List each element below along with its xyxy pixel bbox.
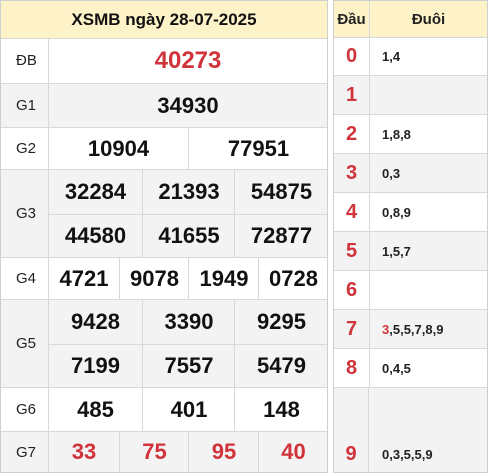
loto-duoi: 1,4 bbox=[382, 48, 401, 64]
special-prize-number: 40273 bbox=[154, 46, 222, 74]
prize-number: 21393 bbox=[142, 170, 235, 214]
prize-number: 41655 bbox=[142, 214, 235, 258]
loto-duoi: 1,5,7 bbox=[382, 243, 411, 259]
prize-subrow: 7199 7557 5479 bbox=[49, 344, 327, 388]
loto-dau: 2 bbox=[334, 115, 370, 153]
prize-label: ĐB bbox=[1, 38, 49, 83]
prize-row-g6: G6 485 401 148 bbox=[1, 388, 327, 432]
loto-duoi: 3,5,5,7,8,9 bbox=[382, 321, 444, 337]
loto-duoi: 1,8,8 bbox=[382, 126, 411, 142]
prize-number: 40 bbox=[258, 432, 328, 472]
header-duoi: Đuôi bbox=[411, 10, 446, 28]
loto-dau: 0 bbox=[334, 37, 370, 75]
prize-number: 9078 bbox=[119, 258, 189, 299]
prize-number: 401 bbox=[142, 388, 235, 431]
prize-number: 7199 bbox=[71, 353, 120, 378]
prize-number: 7557 bbox=[142, 344, 235, 388]
prize-number: 77951 bbox=[188, 128, 328, 169]
prize-label: G6 bbox=[1, 388, 49, 431]
loto-row: 8 0,4,5 bbox=[334, 349, 487, 388]
loto-row: 0 1,4 bbox=[334, 37, 487, 76]
prize-row-g3: G3 32284 21393 54875 44580 41655 72877 bbox=[1, 170, 327, 258]
prize-number: 34930 bbox=[157, 92, 219, 118]
loto-dau: 5 bbox=[334, 232, 370, 270]
loto-row: 1 bbox=[334, 76, 487, 115]
prize-number: 4721 bbox=[59, 265, 109, 291]
loto-dau: 9 bbox=[334, 388, 369, 472]
prize-label: G4 bbox=[1, 258, 49, 299]
loto-row: 3 0,3 bbox=[334, 154, 487, 193]
loto-dau: 3 bbox=[334, 154, 370, 192]
prize-label: G5 bbox=[1, 300, 49, 387]
results-title: XSMB ngày 28-07-2025 bbox=[1, 1, 327, 39]
prize-row-g4: G4 4721 9078 1949 0728 bbox=[1, 258, 327, 300]
prize-number: 33 bbox=[71, 439, 97, 464]
loto-dau: 6 bbox=[334, 271, 370, 309]
prize-number: 10904 bbox=[87, 135, 150, 161]
prize-number: 1949 bbox=[188, 258, 259, 299]
prize-number: 95 bbox=[188, 432, 259, 472]
loto-row: 7 3,5,5,7,8,9 bbox=[334, 310, 487, 349]
prize-number: 148 bbox=[234, 388, 328, 431]
prize-label: G1 bbox=[1, 84, 49, 127]
loto-row: 9 0,3,5,5,9 bbox=[334, 388, 487, 472]
prize-label: G3 bbox=[1, 170, 49, 257]
loto-row: 6 bbox=[334, 271, 487, 310]
loto-duoi: 0,4,5 bbox=[382, 360, 411, 376]
loto-dau: 7 bbox=[334, 310, 370, 348]
prize-subrow: 32284 21393 54875 bbox=[49, 170, 327, 215]
prize-row-g1: G1 34930 bbox=[1, 84, 327, 128]
prize-table: XSMB ngày 28-07-2025 ĐB 40273 G1 34930 G… bbox=[0, 0, 328, 473]
prize-number: 485 bbox=[77, 396, 114, 422]
prize-number: 3390 bbox=[142, 300, 235, 344]
loto-dau: 1 bbox=[334, 76, 370, 114]
loto-dau: 4 bbox=[334, 193, 370, 231]
loto-row: 5 1,5,7 bbox=[334, 232, 487, 271]
loto-head-tail-table: Đầu Đuôi 0 1,4 1 2 1,8,8 3 0,3 4 0,8,9 5… bbox=[333, 0, 488, 473]
loto-dau: 8 bbox=[334, 349, 370, 387]
prize-row-g7: G7 33 75 95 40 bbox=[1, 432, 327, 472]
prize-row-g5: G5 9428 3390 9295 7199 7557 5479 bbox=[1, 300, 327, 388]
prize-subrow: 9428 3390 9295 bbox=[49, 300, 327, 345]
prize-number: 5479 bbox=[234, 344, 328, 388]
header-dau: Đầu bbox=[334, 1, 370, 37]
prize-label: G7 bbox=[1, 432, 49, 472]
prize-label: G2 bbox=[1, 128, 49, 169]
prize-number: 54875 bbox=[234, 170, 328, 214]
prize-number: 0728 bbox=[258, 258, 328, 299]
loto-row: 4 0,8,9 bbox=[334, 193, 487, 232]
prize-number: 9295 bbox=[234, 300, 328, 344]
prize-number: 32284 bbox=[64, 179, 127, 204]
loto-row: 2 1,8,8 bbox=[334, 115, 487, 154]
prize-subrow: 44580 41655 72877 bbox=[49, 214, 327, 258]
prize-row-db: ĐB 40273 bbox=[1, 38, 327, 84]
loto-duoi: 0,8,9 bbox=[382, 204, 411, 220]
loto-duoi: 0,3 bbox=[382, 165, 401, 181]
prize-number: 9428 bbox=[71, 309, 120, 334]
loto-duoi: 0,3,5,5,9 bbox=[382, 447, 433, 462]
loto-header: Đầu Đuôi bbox=[334, 1, 487, 38]
prize-number: 72877 bbox=[234, 214, 328, 258]
prize-row-g2: G2 10904 77951 bbox=[1, 128, 327, 170]
prize-number: 44580 bbox=[64, 223, 127, 248]
prize-number: 75 bbox=[119, 432, 189, 472]
